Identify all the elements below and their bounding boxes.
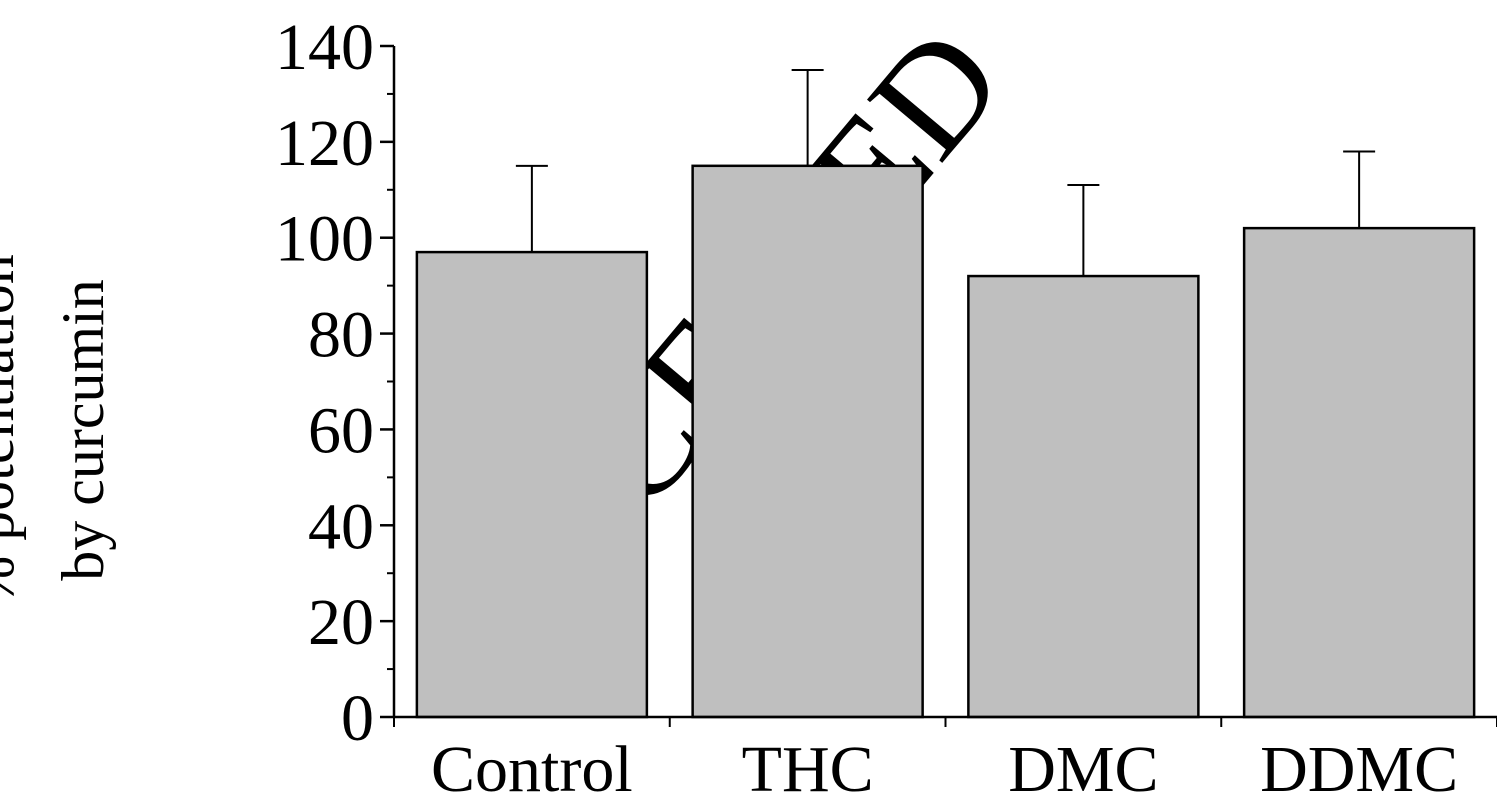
x-axis: Control THC DMC DDMC <box>393 715 1497 802</box>
bar-ddmc <box>1242 226 1476 719</box>
bar-dmc <box>967 274 1200 719</box>
x-tick-label-thc: THC <box>742 733 874 802</box>
y-tick-label-60: 60 <box>308 394 374 467</box>
x-tick-label-control: Control <box>431 733 633 802</box>
y-tick-label-100: 100 <box>275 203 374 276</box>
y-tick-label-40: 40 <box>308 490 374 563</box>
y-axis-title-line-1: % potentiation <box>0 254 26 606</box>
y-axis: 0 20 40 60 80 100 120 140 <box>275 11 396 755</box>
y-tick-label-0: 0 <box>341 682 374 755</box>
y-tick-label-20: 20 <box>308 586 374 659</box>
y-tick-label-140: 140 <box>275 11 374 84</box>
y-tick-label-80: 80 <box>308 299 374 372</box>
x-tick-label-ddmc: DDMC <box>1260 733 1458 802</box>
y-axis-title: % potentiation by curcumin <box>0 254 116 606</box>
y-tick-label-120: 120 <box>275 107 374 180</box>
bars-group <box>415 164 1476 719</box>
bar-thc <box>691 164 924 719</box>
bar-control <box>415 250 649 719</box>
error-bars-group <box>515 68 1376 277</box>
x-tick-label-dmc: DMC <box>1008 733 1158 802</box>
y-axis-title-line-2: by curcumin <box>50 279 116 581</box>
